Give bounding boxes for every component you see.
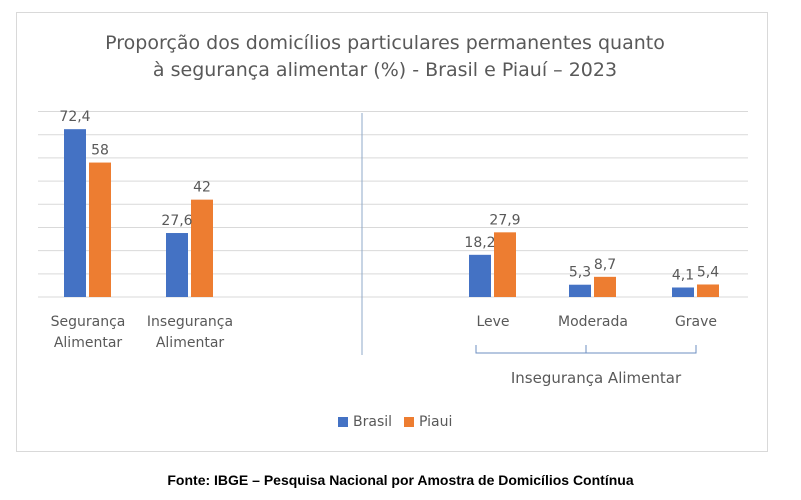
bar-piaui: [494, 232, 516, 297]
bar-piaui: [191, 199, 213, 297]
data-label-brasil: 27,6: [161, 213, 192, 229]
legend-swatch-piaui: [404, 417, 415, 427]
category-label: Insegurança: [147, 314, 233, 330]
data-label-piaui: 42: [193, 180, 211, 196]
data-label-piaui: 8,7: [594, 257, 616, 273]
chart-title-line-2: à segurança alimentar (%) - Brasil e Pia…: [152, 59, 618, 81]
data-label-brasil: 4,1: [672, 267, 694, 283]
bar-brasil: [64, 129, 86, 297]
bar-brasil: [672, 287, 694, 297]
category-label: Leve: [476, 314, 509, 330]
bar-brasil: [166, 233, 188, 297]
category-label: Grave: [675, 314, 717, 330]
legend-item-brasil: Brasil: [338, 414, 392, 430]
legend-swatch-brasil: [338, 417, 348, 427]
bar-piaui: [594, 276, 616, 297]
data-label-piaui: 27,9: [489, 212, 520, 228]
data-label-piaui: 58: [91, 143, 109, 159]
bracket-label: Insegurança Alimentar: [511, 369, 682, 387]
data-label-piaui: 5,4: [697, 264, 719, 280]
category-label: Alimentar: [156, 335, 225, 351]
legend-label-piaui: Piaui: [419, 414, 453, 430]
category-bracket: [475, 345, 697, 354]
chart-frame: [16, 12, 768, 452]
chart-title: Proporção dos domicílios particulares pe…: [60, 30, 710, 84]
legend-item-piaui: Piaui: [404, 414, 452, 430]
bar-brasil: [469, 254, 491, 297]
legend-label-brasil: Brasil: [353, 414, 393, 430]
data-label-brasil: 72,4: [59, 109, 90, 125]
source-caption: Fonte: IBGE – Pesquisa Nacional por Amos…: [167, 472, 634, 488]
bar-piaui: [697, 284, 719, 297]
category-label: Segurança: [51, 314, 126, 330]
data-label-brasil: 18,2: [464, 235, 495, 251]
chart-legend: Brasil Piaui: [338, 414, 464, 430]
data-label-brasil: 5,3: [569, 265, 591, 281]
chart-title-line-1: Proporção dos domicílios particulares pe…: [105, 32, 665, 54]
category-label: Alimentar: [54, 335, 123, 351]
bar-piaui: [89, 162, 111, 297]
bar-brasil: [569, 284, 591, 297]
category-label: Moderada: [558, 314, 628, 330]
